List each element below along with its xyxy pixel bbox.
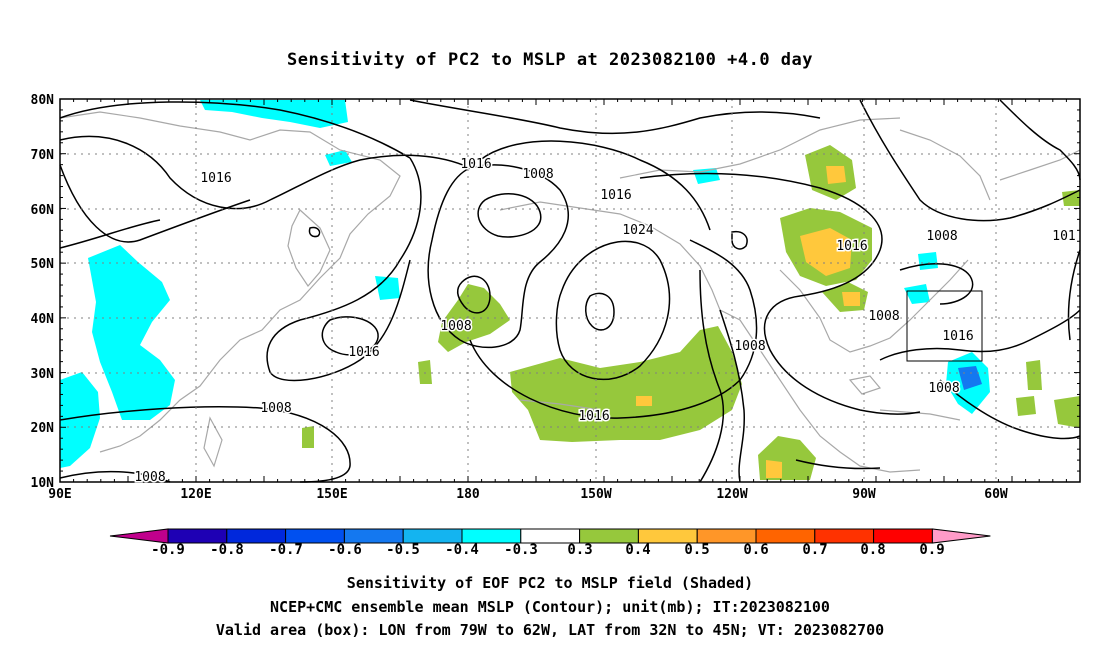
contour-label: 1024 <box>622 223 653 238</box>
positive-region-small <box>302 426 314 448</box>
contour-labels: 1016 1008 1016 1024 1008 1016 1008 1016 … <box>133 156 1077 487</box>
contour-label: 1016 <box>578 409 609 424</box>
positive-region-small <box>1016 396 1036 416</box>
positive-region-hudson-core <box>800 228 852 276</box>
lon-label: 120W <box>716 487 747 502</box>
lat-label: 20N <box>31 421 55 436</box>
negative-region-atlantic-core <box>958 366 982 390</box>
colorbar-label: -0.6 <box>328 542 362 558</box>
caption-line-3: Valid area (box): LON from 79W to 62W, L… <box>215 621 885 639</box>
contour-label: 1008 <box>926 229 957 244</box>
colorbar-segment <box>579 528 639 544</box>
lat-label: 30N <box>31 367 55 382</box>
colorbar-label: 0.3 <box>567 542 593 558</box>
colorbar-label: -0.9 <box>151 542 185 558</box>
lat-label: 40N <box>31 312 55 327</box>
colorbar-label: -0.7 <box>269 542 303 558</box>
colorbar-label: -0.4 <box>445 542 479 558</box>
caption-line-1: Sensitivity of EOF PC2 to MSLP field (Sh… <box>346 574 754 592</box>
positive-region-great-lakes-core <box>842 292 860 306</box>
colorbar-end-min <box>109 528 169 544</box>
axis-ticks <box>59 98 1080 483</box>
negative-region-small <box>375 276 400 300</box>
valid-area-box <box>906 290 983 362</box>
colorbar-label: 0.7 <box>802 542 828 558</box>
colorbar-end-max <box>931 528 991 544</box>
contour-label: 1008 <box>440 319 471 334</box>
chart-title: Sensitivity of PC2 to MSLP at 2023082100… <box>286 50 813 70</box>
colorbar-segment <box>696 528 757 544</box>
mslp-contours <box>59 99 1081 483</box>
contour-label: 1008 <box>260 401 291 416</box>
contour-label: 1008 <box>734 339 765 354</box>
lat-label: 70N <box>31 148 55 163</box>
positive-region-mexico-core <box>766 460 782 478</box>
lat-label: 80N <box>31 93 55 108</box>
colorbar-segment <box>873 528 933 544</box>
colorbar-segment <box>461 528 522 544</box>
colorbar-segment <box>402 528 463 544</box>
lon-label: 60W <box>984 487 1008 502</box>
contour-label: 1008 <box>928 381 959 396</box>
negative-region-east-asia <box>88 245 175 420</box>
positive-region-small <box>1062 190 1080 206</box>
colorbar-label: 0.8 <box>860 542 886 558</box>
positive-region-small <box>1026 360 1042 390</box>
colorbar-label: -0.8 <box>210 542 244 558</box>
sensitivity-shading <box>60 100 1080 480</box>
colorbar-segment <box>226 528 287 544</box>
contour-label: 1016 <box>460 157 491 172</box>
lat-label: 60N <box>31 203 55 218</box>
lon-label: 120E <box>180 487 211 502</box>
lon-label: 150W <box>580 487 611 502</box>
colorbar-label: -0.5 <box>386 542 420 558</box>
lon-label: 150E <box>316 487 347 502</box>
lon-label: 90W <box>852 487 876 502</box>
gridlines <box>60 99 1080 482</box>
positive-region-north-core <box>826 166 846 184</box>
lon-label: 90E <box>48 487 71 502</box>
lat-label: 10N <box>31 476 55 491</box>
colorbar-segment <box>755 528 816 544</box>
contour-label: 1008 <box>134 470 165 485</box>
lon-label: 180 <box>456 487 480 502</box>
positive-region-small <box>636 396 652 406</box>
colorbar-label: 0.4 <box>625 542 651 558</box>
colorbar-label: -0.3 <box>504 542 538 558</box>
lat-label: 50N <box>31 257 55 272</box>
colorbar-segment <box>285 528 345 544</box>
colorbar <box>109 528 991 544</box>
negative-region-north-pacific <box>200 100 348 128</box>
colorbar-segment <box>814 528 875 544</box>
contour-label: 101 <box>1052 229 1075 244</box>
negative-region-small <box>904 284 930 304</box>
colorbar-segment <box>167 528 228 544</box>
contour-label: 1016 <box>600 188 631 203</box>
contour-label: 1016 <box>942 329 973 344</box>
negative-region-south-asia <box>60 372 100 468</box>
negative-region-small <box>918 252 938 270</box>
plot-frame <box>59 98 1081 483</box>
colorbar-segment <box>343 528 404 544</box>
coastlines <box>59 111 1081 473</box>
caption-line-2: NCEP+CMC ensemble mean MSLP (Contour); u… <box>270 598 830 616</box>
colorbar-segment <box>520 528 581 544</box>
colorbar-label: 0.5 <box>684 542 710 558</box>
contour-label: 1008 <box>522 167 553 182</box>
contour-label: 1016 <box>836 239 867 254</box>
colorbar-label: 0.9 <box>919 542 945 558</box>
contour-label: 1016 <box>348 345 379 360</box>
colorbar-segment <box>637 528 698 544</box>
contour-label: 1008 <box>868 309 899 324</box>
positive-region-small <box>418 360 432 384</box>
latitude-labels: 80N 70N 60N 50N 40N 30N 20N 10N <box>31 93 55 491</box>
longitude-labels: 90E 120E 150E 180 150W 120W 90W 60W <box>48 487 1008 502</box>
colorbar-label: 0.6 <box>743 542 769 558</box>
contour-label: 1016 <box>200 171 231 186</box>
positive-region-atlantic <box>1054 396 1080 428</box>
